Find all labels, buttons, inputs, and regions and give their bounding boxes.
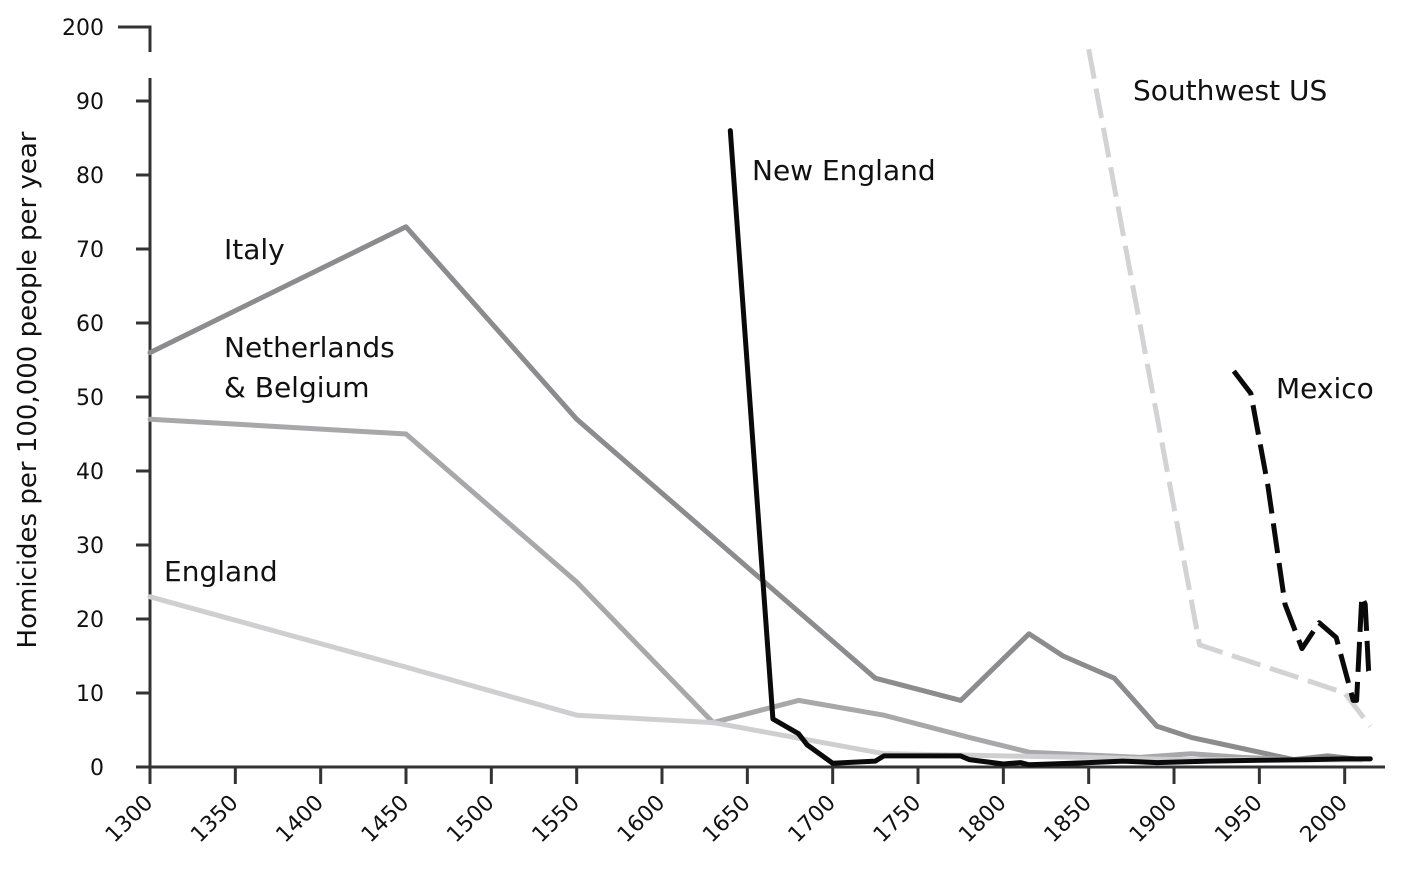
x-tick-label-2000: 2000: [1296, 791, 1353, 848]
x-axis: 1300 1350 1400 1450 1500 1550 1600 1650 1700 1750…: [101, 765, 1385, 848]
y-tick-label-90: 90: [76, 90, 104, 115]
x-tick-label-1550: 1550: [528, 791, 585, 848]
series-line-mexico: [1231, 369, 1373, 703]
y-tick-label-200: 200: [62, 16, 104, 41]
series-label-southwest-us: Southwest US: [1133, 74, 1327, 107]
x-tick-label-1750: 1750: [869, 791, 926, 848]
y-tick-label-40: 40: [76, 460, 104, 485]
x-tick-label-1300: 1300: [101, 791, 158, 848]
x-tick-label-1400: 1400: [272, 791, 329, 848]
y-ticks: 0 10 20 30 40 50 60 70 80 90: [76, 90, 150, 781]
series-label-mexico: Mexico: [1276, 372, 1374, 405]
x-tick-label-1600: 1600: [613, 791, 670, 848]
x-tick-label-1900: 1900: [1125, 791, 1182, 848]
x-tick-label-1450: 1450: [357, 791, 414, 848]
x-ticks: 1300 1350 1400 1450 1500 1550 1600 1650 1700 1750…: [101, 767, 1353, 848]
x-tick-label-1800: 1800: [954, 791, 1011, 848]
y-tick-label-80: 80: [76, 164, 104, 189]
series-label-england: England: [164, 555, 278, 588]
series-label-italy: Italy: [224, 233, 285, 266]
y-axis-line-upper: [118, 25, 152, 52]
y-axis: 200 0 10 20 30 40 50 60 70 80 90 Homicides per 10…: [13, 16, 152, 781]
y-tick-label-20: 20: [76, 608, 104, 633]
x-tick-label-1950: 1950: [1210, 791, 1267, 848]
y-tick-label-0: 0: [90, 756, 104, 781]
series-lines: [147, 48, 1373, 768]
series-label-new-england: New England: [752, 154, 936, 187]
y-tick-label-60: 60: [76, 312, 104, 337]
series-labels: Italy Netherlands & Belgium England New Engl…: [164, 74, 1374, 588]
y-tick-label-70: 70: [76, 238, 104, 263]
series-label-netherlands-and-belgium: Netherlands & Belgium: [224, 331, 395, 404]
x-tick-label-1850: 1850: [1040, 791, 1097, 848]
x-tick-label-1500: 1500: [442, 791, 499, 848]
x-tick-label-1350: 1350: [186, 791, 243, 848]
y-axis-title: Homicides per 100,000 people per year: [13, 131, 43, 648]
series-line-southwest-us: [1086, 48, 1373, 728]
y-tick-label-50: 50: [76, 386, 104, 411]
x-tick-label-1700: 1700: [784, 791, 841, 848]
y-tick-label-30: 30: [76, 534, 104, 559]
x-tick-label-1650: 1650: [698, 791, 755, 848]
y-tick-label-10: 10: [76, 682, 104, 707]
series-line-new-england: [727, 128, 1373, 768]
